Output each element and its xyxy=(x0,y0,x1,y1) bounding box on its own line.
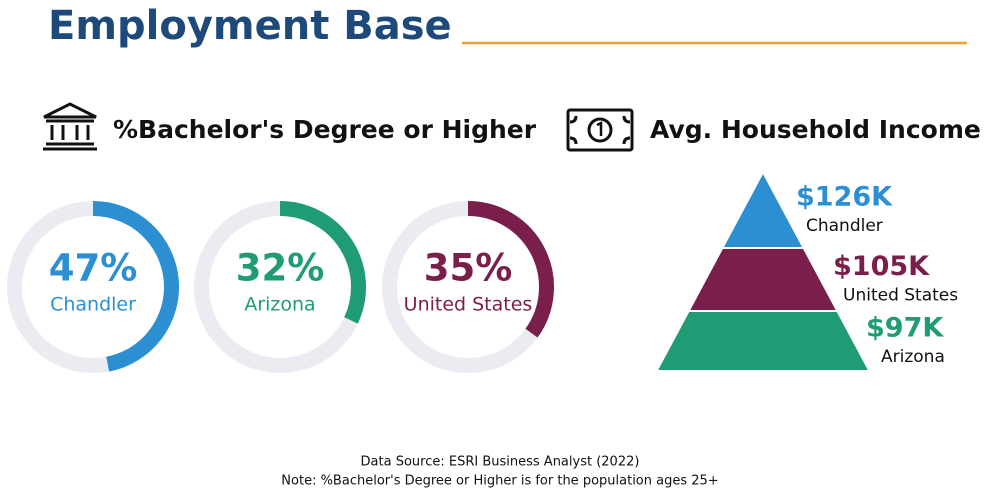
ring-label: Chandler xyxy=(50,294,136,316)
pyramid-label: Chandler xyxy=(806,216,883,236)
pyramid-value: $126K xyxy=(796,182,893,213)
ring-value: 47% xyxy=(49,247,138,290)
pyramid-band xyxy=(720,169,806,249)
note: Note: %Bachelor's Degree or Higher is fo… xyxy=(281,474,718,489)
ring-value: 32% xyxy=(236,247,325,290)
pyramid-heading: Avg. Household Income xyxy=(650,115,981,144)
pyramid-band xyxy=(654,310,872,372)
bank-icon xyxy=(43,102,97,151)
pyramid-value: $97K xyxy=(866,313,944,344)
page-title: Employment Base xyxy=(48,3,452,49)
pyramid-label: Arizona xyxy=(881,347,945,367)
ring-label: Arizona xyxy=(244,294,315,316)
pyramid-value: $105K xyxy=(833,251,930,282)
ring-label: United States xyxy=(404,294,533,316)
pyramid-label: United States xyxy=(843,286,958,306)
ring-arc xyxy=(92,201,179,372)
ring-arc xyxy=(467,201,554,338)
ring-arc xyxy=(279,201,366,324)
pyramid-band xyxy=(686,247,840,312)
ring-heading: %Bachelor's Degree or Higher xyxy=(113,115,537,144)
money-icon xyxy=(566,108,634,152)
ring-value: 35% xyxy=(424,247,513,290)
source: Data Source: ESRI Business Analyst (2022… xyxy=(361,455,640,470)
